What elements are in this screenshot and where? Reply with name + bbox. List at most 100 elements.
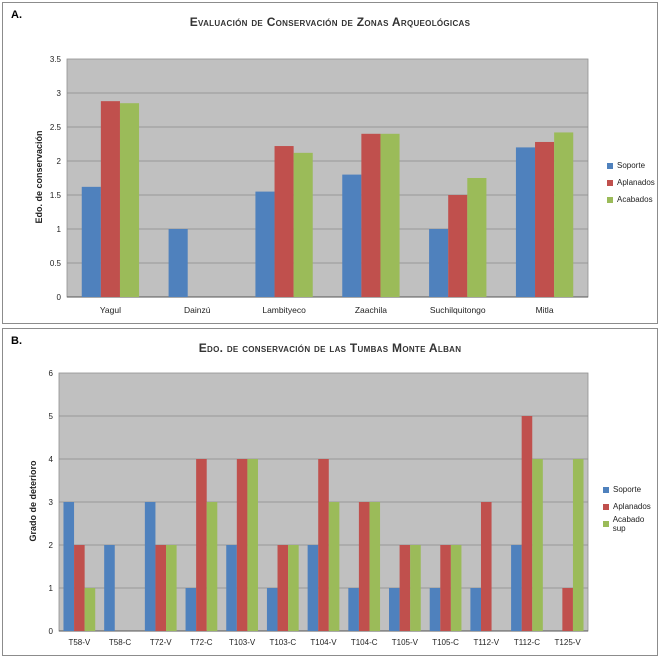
legend: Soporte Aplanados Acabado sup	[603, 481, 657, 533]
bar	[358, 502, 370, 631]
bar	[318, 459, 329, 631]
bar	[480, 502, 492, 631]
legend-item: Soporte	[607, 157, 655, 174]
bar	[467, 178, 487, 297]
y-tick-label: 3	[49, 498, 54, 507]
bar	[307, 545, 319, 631]
bar	[515, 147, 536, 297]
x-tick-label: T103-C	[269, 638, 296, 647]
legend-label: Acabados	[617, 195, 653, 204]
bar-chart-a: 0 0.5 1 1.5 2 2.5 3 3.5 Yagul Dainzú Lambityeco Zaa…	[50, 55, 589, 315]
x-tick-label: Dainzú	[184, 305, 211, 315]
bar	[206, 502, 218, 631]
x-tick-label: Lambityeco	[262, 305, 306, 315]
bar	[572, 459, 584, 631]
panel-label: A.	[11, 9, 22, 21]
x-tick-label: T104-C	[351, 638, 378, 647]
legend-label: Acabado sup	[612, 514, 645, 533]
bar	[236, 459, 248, 631]
bar	[104, 545, 115, 631]
bar	[168, 229, 188, 297]
x-tick-label: Yagul	[100, 305, 121, 315]
bar	[144, 502, 156, 631]
y-tick-label: 3.5	[50, 55, 62, 64]
x-tick-label: T105-V	[392, 638, 419, 647]
x-tick-label: T58-V	[68, 638, 90, 647]
bar	[448, 195, 468, 297]
bar	[562, 588, 573, 631]
bar	[100, 101, 120, 297]
legend-label: Aplanados	[617, 178, 655, 187]
bar	[293, 152, 313, 297]
bar	[380, 133, 400, 297]
y-tick-label: 0	[57, 293, 62, 302]
bar	[389, 588, 400, 631]
bar	[119, 103, 140, 297]
bar	[185, 588, 197, 631]
bar	[288, 545, 299, 631]
x-tick-label: T72-V	[150, 638, 172, 647]
legend-swatch	[603, 520, 609, 527]
bar	[429, 229, 449, 297]
y-tick-label: 2	[57, 157, 62, 166]
bar	[74, 545, 85, 631]
bar	[266, 588, 278, 631]
chart-title: Evaluación de Conservación de Zonas Arqu…	[189, 15, 471, 29]
bar	[247, 459, 258, 631]
legend-item: Acabado sup	[603, 514, 657, 533]
legend-item: Soporte	[603, 481, 657, 498]
bar	[277, 545, 289, 631]
bar	[369, 502, 381, 631]
bar	[535, 141, 555, 297]
legend-swatch	[607, 179, 613, 186]
y-tick-label: 2	[49, 541, 54, 550]
legend-label: Soporte	[613, 485, 642, 494]
bar	[226, 545, 237, 631]
legend: Soporte Aplanados Acabados	[607, 157, 655, 208]
y-tick-label: 1	[57, 225, 62, 234]
legend-swatch	[603, 503, 609, 510]
bar	[450, 545, 462, 631]
x-tick-label: T112-V	[473, 638, 499, 647]
bar	[155, 545, 167, 631]
bar	[348, 588, 359, 631]
y-tick-label: 1	[49, 584, 54, 593]
x-tick-label: T105-C	[432, 638, 459, 647]
x-tick-label: T104-V	[310, 638, 337, 647]
bar	[166, 545, 177, 631]
plot-area	[66, 58, 589, 298]
x-tick-label: Mitla	[536, 305, 554, 315]
bar-chart-b: 0 1 2 3 4 5 6 T58-V T58-C T72-V T72-C T103-V T103-C T…	[49, 369, 589, 647]
bar	[328, 502, 340, 631]
bar	[81, 186, 101, 297]
bar	[196, 459, 207, 631]
y-tick-label: 0.5	[50, 259, 62, 268]
y-tick-label: 3	[57, 89, 62, 98]
x-tick-label: T58-C	[109, 638, 131, 647]
legend-item: Aplanados	[603, 498, 657, 515]
bar	[511, 545, 522, 631]
legend-item: Aplanados	[607, 174, 655, 191]
y-tick-label: 0	[49, 627, 54, 636]
y-tick-label: 6	[49, 369, 54, 378]
bar	[342, 174, 362, 297]
chart-panel-a: A. Evaluación de Conservación de Zonas A…	[2, 2, 658, 324]
y-tick-label: 2.5	[50, 123, 62, 132]
legend-swatch	[603, 486, 609, 493]
bar	[429, 588, 441, 631]
bar	[63, 502, 75, 631]
bar	[521, 416, 533, 631]
bar	[84, 588, 96, 631]
bar	[470, 588, 481, 631]
y-tick-label: 4	[49, 455, 54, 464]
x-tick-label: T72-C	[190, 638, 212, 647]
chart-title: Edo. de conservación de las Tumbas Monte…	[198, 341, 462, 355]
x-tick-label: T112-C	[514, 638, 540, 647]
bar	[399, 545, 411, 631]
bar	[361, 133, 381, 297]
y-tick-label: 1.5	[50, 191, 62, 200]
bar	[274, 146, 294, 297]
y-tick-label: 5	[49, 412, 54, 421]
x-tick-label: T103-V	[229, 638, 256, 647]
x-tick-label: Zaachila	[355, 305, 387, 315]
